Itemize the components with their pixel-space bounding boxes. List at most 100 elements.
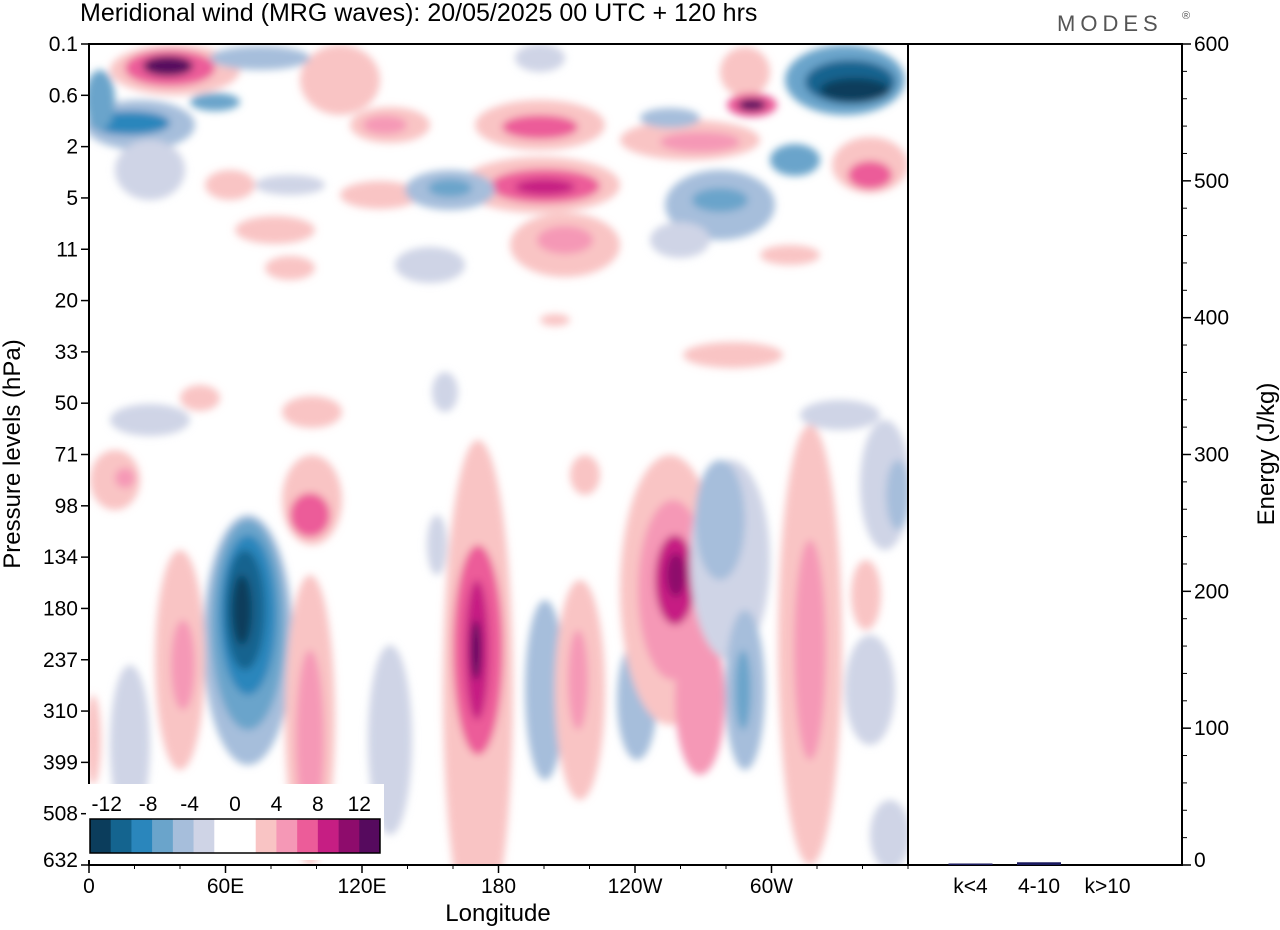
- positive-anomaly: [143, 56, 193, 76]
- x-tick-label: 0: [83, 875, 95, 898]
- colorbar-label: -12: [92, 793, 122, 816]
- negative-anomaly: [89, 70, 115, 130]
- x-axis-ticks: 0 60E 120E 180 120W 60W: [83, 865, 909, 898]
- negative-anomaly: [515, 44, 565, 72]
- y-tick-label: 98: [55, 495, 78, 518]
- positive-anomaly: [660, 132, 740, 152]
- colorbar-swatch: [214, 819, 236, 853]
- colorbar-swatch: [131, 819, 153, 853]
- energy-tick-label: 600: [1194, 33, 1229, 56]
- positive-anomaly: [848, 161, 892, 189]
- wind-field: [89, 44, 908, 865]
- negative-anomaly: [395, 247, 465, 283]
- energy-panel-frame: [907, 43, 1183, 866]
- positive-anomaly: [363, 116, 407, 134]
- x-tick-label: 60E: [207, 875, 244, 898]
- positive-anomaly: [89, 695, 101, 785]
- colorbar-swatch: [317, 819, 339, 853]
- colorbar-swatch: [193, 819, 215, 853]
- colorbar-label: 8: [312, 793, 324, 816]
- energy-axis-label: Energy (J/kg): [1253, 383, 1280, 526]
- y-axis-label: Pressure levels (hPa): [0, 339, 26, 568]
- negative-anomaly: [770, 144, 820, 176]
- colorbar-swatch: [90, 819, 112, 853]
- positive-anomaly: [540, 314, 570, 326]
- positive-anomaly: [265, 256, 315, 280]
- positive-anomaly: [738, 99, 766, 111]
- positive-anomaly: [666, 553, 686, 597]
- y-tick-label: 71: [55, 444, 78, 467]
- brand-logo: MODES: [1057, 11, 1163, 36]
- positive-anomaly: [537, 226, 593, 254]
- colorbar: -12 -8 -4 0 4 8 12: [86, 784, 384, 860]
- x-tick-label: 120E: [337, 875, 386, 898]
- colorbar-swatch: [359, 819, 381, 853]
- y-tick-label: 5: [66, 187, 78, 210]
- energy-category-label: 4-10: [1018, 875, 1060, 898]
- energy-tick-label: 100: [1194, 717, 1229, 740]
- positive-anomaly: [290, 493, 330, 537]
- negative-anomaly: [427, 515, 447, 575]
- y-tick-label: 632: [43, 849, 78, 872]
- positive-anomaly: [471, 620, 481, 680]
- x-tick-label: 180: [481, 875, 516, 898]
- x-axis-label: Longitude: [445, 900, 550, 927]
- y-tick-label: 2: [66, 136, 78, 159]
- colorbar-label: -4: [180, 793, 199, 816]
- energy-category-label: k>10: [1084, 875, 1130, 898]
- negative-anomaly: [428, 179, 472, 197]
- y-tick-label: 508: [43, 803, 78, 826]
- positive-anomaly: [683, 342, 783, 368]
- negative-anomaly: [800, 400, 880, 430]
- positive-anomaly: [515, 179, 575, 195]
- energy-tick-label: 500: [1194, 170, 1229, 193]
- chart-title: Meridional wind (MRG waves): 20/05/2025 …: [80, 0, 757, 27]
- y-tick-label: 310: [43, 700, 78, 723]
- negative-anomaly: [190, 93, 240, 111]
- positive-anomaly: [180, 385, 220, 411]
- positive-anomaly: [235, 216, 315, 244]
- positive-anomaly: [570, 455, 600, 495]
- positive-anomaly: [340, 181, 420, 209]
- negative-anomaly: [845, 635, 895, 745]
- positive-anomaly: [794, 540, 826, 760]
- colorbar-swatch: [152, 819, 174, 853]
- y-tick-label: 134: [43, 546, 78, 569]
- energy-tick-label: 0: [1194, 849, 1206, 872]
- energy-bars: k<4 4-10 k>10: [948, 862, 1131, 898]
- negative-anomaly: [640, 108, 700, 128]
- colorbar-swatch: [276, 819, 298, 853]
- positive-anomaly: [851, 560, 881, 630]
- energy-tick-label: 300: [1194, 444, 1229, 467]
- colorbar-swatch: [255, 819, 277, 853]
- brand-registered-mark: ®: [1182, 10, 1190, 22]
- y-tick-label: 0.1: [49, 33, 78, 56]
- energy-tick-label: 200: [1194, 580, 1229, 603]
- positive-anomaly: [115, 468, 135, 488]
- y-tick-label: 237: [43, 649, 78, 672]
- negative-anomaly: [525, 600, 565, 780]
- y-tick-label: 50: [55, 392, 78, 415]
- colorbar-frame: [89, 818, 381, 854]
- y-tick-label: 180: [43, 597, 78, 620]
- y-tick-label: 20: [55, 290, 78, 313]
- positive-anomaly: [568, 630, 588, 730]
- positive-anomaly: [675, 625, 725, 775]
- positive-anomaly: [90, 450, 140, 510]
- colorbar-label: 0: [229, 793, 241, 816]
- positive-anomaly: [282, 396, 342, 428]
- colorbar-swatch: [172, 819, 194, 853]
- colorbar-label: 12: [348, 793, 371, 816]
- x-tick-label: 120W: [608, 875, 663, 898]
- negative-anomaly: [692, 188, 748, 212]
- positive-anomaly: [300, 45, 380, 115]
- negative-anomaly: [650, 222, 710, 258]
- negative-anomaly: [820, 78, 890, 102]
- negative-anomaly: [110, 404, 190, 436]
- positive-anomaly: [720, 47, 770, 97]
- negative-anomaly: [886, 460, 908, 530]
- negative-anomaly: [432, 372, 458, 412]
- negative-anomaly: [210, 46, 310, 70]
- y-tick-label: 33: [55, 341, 78, 364]
- colorbar-swatch: [338, 819, 360, 853]
